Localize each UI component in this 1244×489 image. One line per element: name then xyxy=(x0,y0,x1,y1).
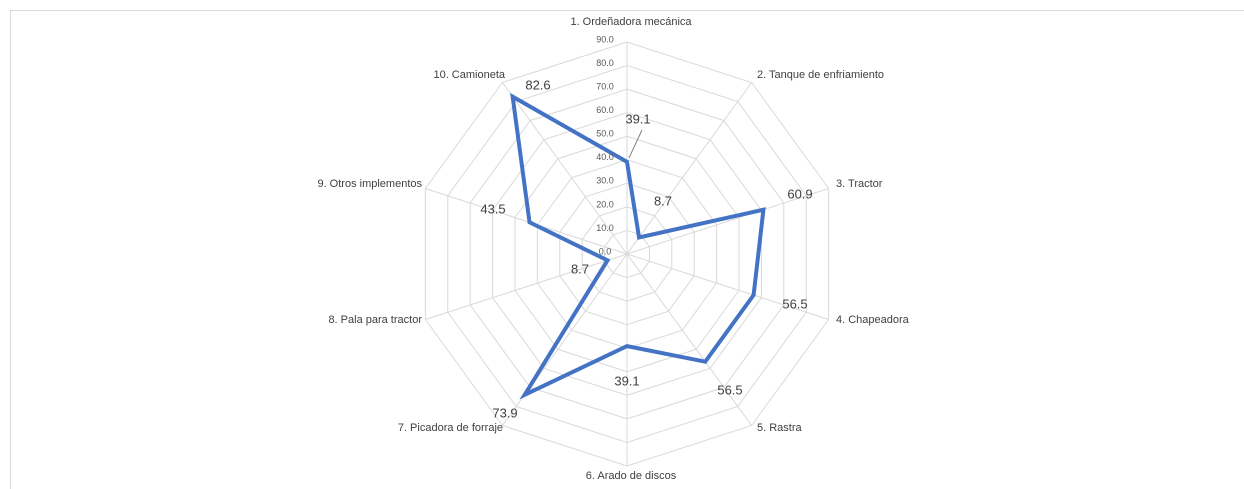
spoke xyxy=(425,253,628,320)
spoke xyxy=(626,253,753,426)
category-label: 6. Arado de discos xyxy=(586,470,677,482)
data-label: 43.5 xyxy=(480,201,505,216)
category-label: 10. Camioneta xyxy=(433,69,505,81)
data-label: 56.5 xyxy=(782,296,807,311)
spoke xyxy=(501,253,628,426)
r-tick-label: 70.0 xyxy=(596,81,614,91)
category-label: 1. Ordeñadora mecánica xyxy=(570,16,692,28)
spoke xyxy=(425,188,628,255)
data-label: 73.9 xyxy=(492,405,517,420)
r-tick-label: 0.0 xyxy=(599,246,612,256)
category-label: 7. Picadora de forraje xyxy=(398,422,503,434)
data-label: 39.1 xyxy=(614,373,639,388)
leader-line xyxy=(628,129,643,159)
category-label: 9. Otros implementos xyxy=(317,178,422,190)
data-label: 8.7 xyxy=(654,193,672,208)
data-label: 8.7 xyxy=(571,261,589,276)
r-tick-label: 30.0 xyxy=(596,176,614,186)
r-tick-label: 80.0 xyxy=(596,58,614,68)
category-label: 3. Tractor xyxy=(836,178,883,190)
r-tick-label: 10.0 xyxy=(596,223,614,233)
series-line xyxy=(510,92,766,400)
category-label: 4. Chapeadora xyxy=(836,314,910,326)
spoke xyxy=(626,253,829,320)
category-label: 2. Tanque de enfriamiento xyxy=(757,69,884,81)
category-label: 5. Rastra xyxy=(757,422,803,434)
r-tick-label: 60.0 xyxy=(596,105,614,115)
spoke xyxy=(626,82,753,255)
r-tick-label: 40.0 xyxy=(596,152,614,162)
spoke xyxy=(501,82,628,255)
data-label: 82.6 xyxy=(525,77,550,92)
category-label: 8. Pala para tractor xyxy=(328,314,422,326)
r-tick-label: 50.0 xyxy=(596,129,614,139)
r-tick-label: 90.0 xyxy=(596,34,614,44)
data-label: 60.9 xyxy=(787,186,812,201)
spoke xyxy=(626,188,829,255)
r-tick-label: 20.0 xyxy=(596,199,614,209)
chart-border xyxy=(10,10,1244,489)
data-label: 56.5 xyxy=(717,382,742,397)
data-label: 39.1 xyxy=(625,111,650,126)
